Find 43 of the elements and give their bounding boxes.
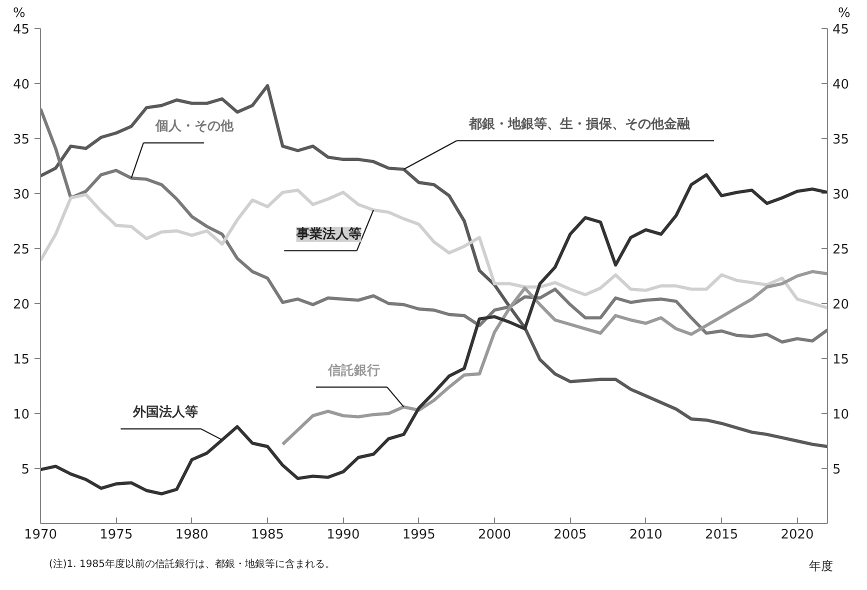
text: 都銀・地銀等、生・損保、その他金融 (468, 116, 691, 132)
line-series (281, 270, 828, 446)
y-tick-label: 5 (21, 462, 30, 478)
x-tick-label: 1995 (402, 528, 436, 542)
y2-tick-label: 25 (832, 242, 850, 258)
x-tick-label: 2020 (780, 528, 814, 542)
line-series (40, 107, 828, 344)
y-axis-title: % (13, 5, 26, 23)
line-series (40, 188, 828, 310)
y2-tick-label: 5 (832, 462, 841, 478)
x-tick-label: 2015 (705, 528, 738, 542)
x-tick-label: 1970 (24, 528, 58, 542)
y-tick-label: 25 (12, 242, 30, 258)
text: (注)1. 1985年度以前の信託銀行は、都銀・地銀等に含まれる。 (49, 558, 335, 572)
y-tick-label: 30 (12, 188, 30, 202)
y-tick-label: 45 (12, 22, 30, 38)
x-tick-label: 2005 (554, 528, 587, 542)
y-tick-label: 20 (12, 298, 30, 312)
y2-tick-label: 20 (832, 298, 850, 312)
x-tick-label: 2010 (629, 528, 662, 542)
y-tick-label: 15 (12, 352, 30, 368)
y2-tick-label: 40 (832, 78, 850, 92)
series-label: 事業法人等 (295, 226, 362, 242)
x-tick-label: 1980 (175, 528, 208, 542)
y2-tick-label: 15 (832, 352, 850, 368)
y2-tick-label: 10 (832, 408, 850, 422)
x-tick-label: 1975 (100, 528, 133, 542)
x-axis-title: 年度 (809, 558, 833, 575)
y2-tick-label: 45 (832, 22, 850, 38)
x-tick-label: 2000 (478, 528, 512, 542)
y2-tick-label: 30 (832, 188, 850, 202)
line-series (40, 84, 828, 448)
y2-axis-title: % (838, 5, 850, 23)
x-tick-label: 1990 (326, 528, 360, 542)
y-tick-label: 35 (12, 132, 30, 148)
line-series (40, 173, 828, 496)
x-tick-label: 1985 (250, 528, 284, 542)
text: 個人・その他 (154, 119, 235, 134)
text: 外国法人等 (132, 405, 198, 420)
y-tick-label: 40 (12, 78, 30, 92)
y2-tick-label: 35 (832, 132, 850, 148)
y-tick-label: 10 (12, 408, 30, 422)
text: 信託銀行 (327, 362, 380, 378)
